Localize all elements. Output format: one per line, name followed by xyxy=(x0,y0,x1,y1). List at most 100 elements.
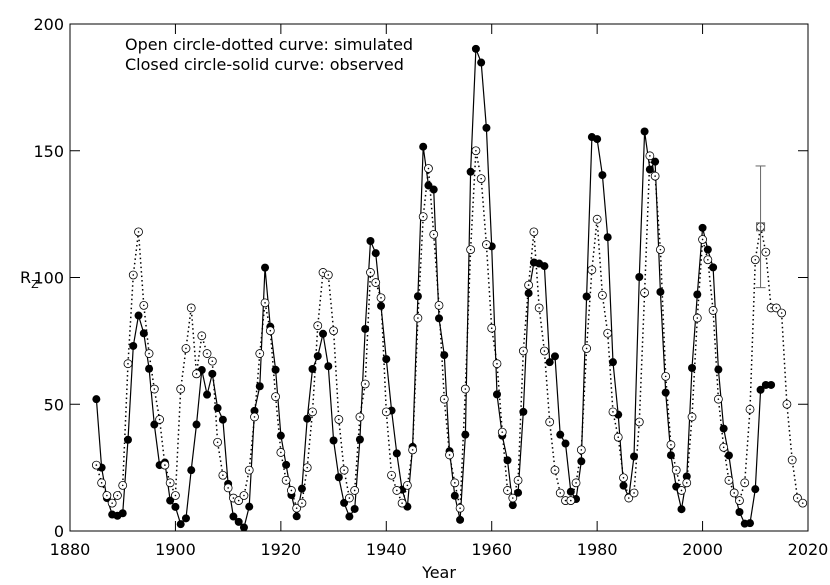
point xyxy=(271,365,280,374)
point xyxy=(514,488,523,497)
point xyxy=(366,236,375,245)
point-center xyxy=(174,494,177,497)
point xyxy=(171,502,180,511)
point-center xyxy=(169,482,171,484)
point xyxy=(166,496,175,505)
point xyxy=(303,414,312,423)
annotation: Closed circle-solid curve: observed xyxy=(125,55,404,74)
point xyxy=(181,514,190,523)
point-center xyxy=(659,248,662,251)
point-center xyxy=(211,360,214,362)
point-center xyxy=(290,489,293,492)
point-center xyxy=(512,497,514,499)
point xyxy=(603,233,612,242)
point xyxy=(429,185,438,194)
point-center xyxy=(301,502,303,504)
point xyxy=(709,263,718,272)
point xyxy=(382,355,391,364)
point-center xyxy=(338,418,340,421)
point xyxy=(129,341,138,350)
point xyxy=(661,388,670,397)
point-center xyxy=(459,507,461,509)
point-center xyxy=(274,395,277,398)
point-center xyxy=(95,464,98,466)
point xyxy=(593,135,602,144)
point xyxy=(392,449,401,458)
x-tick-label: 1940 xyxy=(366,540,407,559)
point-center xyxy=(749,408,751,411)
point xyxy=(313,352,322,361)
point xyxy=(355,435,364,444)
annotation: Open circle-dotted curve: simulated xyxy=(125,35,413,54)
point xyxy=(234,517,243,526)
point-center xyxy=(712,309,714,312)
point-center xyxy=(111,502,113,504)
point-center xyxy=(559,492,562,494)
point-center xyxy=(343,469,345,471)
point-center xyxy=(164,464,166,466)
point-center xyxy=(143,304,145,307)
point-center xyxy=(654,175,656,177)
point xyxy=(550,352,559,361)
point xyxy=(176,520,185,529)
point xyxy=(250,406,259,415)
point xyxy=(282,460,291,469)
point-center xyxy=(438,304,440,307)
point-center xyxy=(248,469,251,471)
point-center xyxy=(680,489,683,492)
point-center xyxy=(554,469,556,471)
point xyxy=(118,509,127,518)
point-center xyxy=(216,441,219,444)
point xyxy=(324,362,333,371)
point xyxy=(419,142,428,151)
point-center xyxy=(200,335,203,337)
point xyxy=(308,365,317,374)
point-center xyxy=(137,231,140,233)
point-center xyxy=(311,411,314,413)
y-tick-label: 200 xyxy=(33,15,64,34)
x-tick-label: 1920 xyxy=(260,540,301,559)
point xyxy=(751,485,760,494)
point-center xyxy=(627,497,630,499)
x-tick-label: 2020 xyxy=(788,540,829,559)
point-center xyxy=(116,494,119,497)
point-center xyxy=(374,281,377,284)
point-center xyxy=(533,231,535,233)
point-center xyxy=(591,269,593,271)
point-center xyxy=(443,398,446,400)
point-center xyxy=(369,271,372,274)
point-center xyxy=(385,411,388,413)
point-center xyxy=(670,444,672,446)
point xyxy=(292,512,301,521)
point xyxy=(371,249,380,258)
point-center xyxy=(675,469,678,471)
point-center xyxy=(348,497,351,499)
point xyxy=(714,365,723,374)
point-center xyxy=(222,474,224,477)
point xyxy=(508,501,517,510)
point-center xyxy=(237,499,240,502)
point-center xyxy=(770,307,772,309)
point-center xyxy=(506,489,509,492)
point-center xyxy=(643,291,646,294)
point-center xyxy=(190,307,193,309)
point xyxy=(255,382,264,391)
point xyxy=(471,44,480,53)
point-center xyxy=(148,352,150,355)
point-center xyxy=(269,329,272,332)
point xyxy=(540,262,549,271)
point xyxy=(545,358,554,367)
point xyxy=(640,127,649,136)
point-center xyxy=(264,302,266,304)
point-center xyxy=(765,251,767,253)
point xyxy=(561,439,570,448)
y-axis-label: RZ xyxy=(20,268,39,291)
x-tick-label: 1960 xyxy=(471,540,512,559)
point xyxy=(245,502,254,511)
x-tick-label: 2000 xyxy=(682,540,723,559)
point-center xyxy=(243,494,245,497)
point xyxy=(192,420,201,429)
point-center xyxy=(596,218,598,220)
point-center xyxy=(743,482,746,484)
point-center xyxy=(295,507,298,509)
